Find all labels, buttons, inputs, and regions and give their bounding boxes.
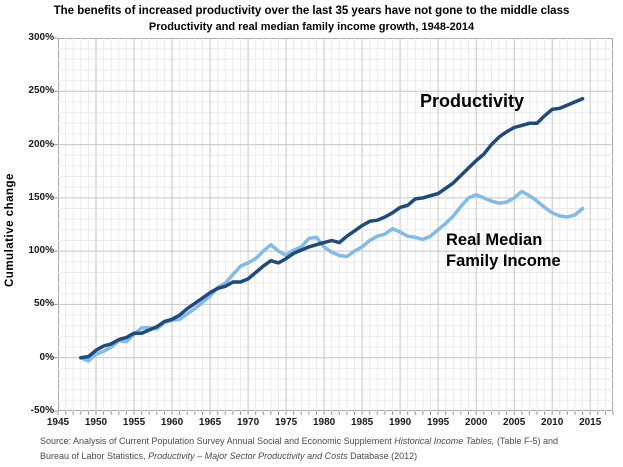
- source-line-1: Source: Analysis of Current Population S…: [40, 434, 618, 449]
- source-italic-segment: Productivity – Major Sector Productivity…: [148, 451, 348, 461]
- chart-subtitle: Productivity and real median family inco…: [148, 21, 475, 33]
- source-note: Source: Analysis of Current Population S…: [40, 434, 618, 464]
- income-series-label-line1: Real Median: [446, 231, 543, 249]
- x-tick-label: 1995: [427, 417, 450, 428]
- x-tick-label: 1955: [122, 417, 146, 428]
- plot-area: [53, 37, 614, 415]
- y-tick-label: 200%: [28, 138, 54, 150]
- productivity-series-label: Productivity: [420, 91, 525, 111]
- x-tick-label: 2000: [465, 417, 488, 428]
- source-text-segment: Database (2012): [347, 451, 418, 461]
- y-tick-label: 100%: [28, 245, 54, 257]
- x-tick-label: 1970: [236, 417, 260, 428]
- income-series-label: Real Median Family Income: [446, 230, 561, 272]
- y-tick-label: 150%: [28, 191, 54, 203]
- source-line-2: Bureau of Labor Statistics, Productivity…: [40, 449, 618, 464]
- series-line-productivity: [79, 96, 585, 360]
- y-tick-label: 50%: [33, 298, 54, 310]
- y-tick-label: 0%: [39, 351, 54, 363]
- x-tick-label: 1945: [46, 417, 70, 428]
- x-tick-label: 1990: [388, 417, 412, 428]
- income-series-label-line2: Family Income: [446, 252, 561, 270]
- x-tick-label: 1980: [312, 417, 336, 428]
- x-tick-label: 2010: [541, 417, 564, 428]
- source-italic-segment: Historical Income Tables,: [394, 436, 495, 446]
- source-text-segment: Bureau of Labor Statistics,: [40, 451, 149, 461]
- y-tick-label: 250%: [28, 85, 54, 97]
- x-tick-label: 2005: [503, 417, 526, 428]
- y-tick-label: 300%: [28, 32, 54, 43]
- y-tick-label: -50%: [30, 405, 54, 416]
- chart-title: The benefits of increased productivity o…: [53, 5, 570, 17]
- x-tick-label: 1960: [160, 417, 184, 428]
- x-tick-label: 1975: [274, 417, 298, 428]
- x-tick-label: 1965: [198, 417, 222, 428]
- chart-svg: [53, 37, 614, 415]
- source-text-segment: (Table F-5) and: [494, 436, 558, 446]
- x-tick-label: 2015: [579, 417, 602, 428]
- source-text-segment: Source: Analysis of Current Population S…: [40, 436, 395, 446]
- x-tick-label: 1950: [84, 417, 108, 428]
- x-tick-label: 1985: [350, 417, 374, 428]
